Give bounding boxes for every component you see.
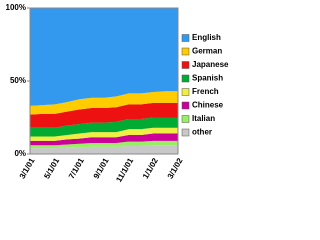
area — [30, 91, 178, 115]
legend-label: German — [192, 47, 222, 56]
legend-swatch — [181, 74, 190, 83]
area — [30, 102, 178, 128]
legend-swatch — [181, 115, 190, 123]
x-tick-label: 3/1/02 — [166, 156, 185, 180]
y-tick-label: 100% — [6, 3, 26, 12]
area — [30, 145, 178, 154]
y-tick-label: 50% — [10, 76, 26, 85]
chart: 0% 50% 100% 3/1/01 5/1/01 7/1/01 9/1/01 11/1/01… — [6, 3, 229, 184]
x-tick-label: 3/1/01 — [18, 156, 37, 180]
legend-label: Chinese — [192, 101, 224, 110]
legend-label: Japanese — [192, 60, 229, 69]
y-tick-label: 0% — [14, 149, 26, 158]
legend-label: Italian — [192, 114, 215, 123]
x-tick-label: 1/1/02 — [141, 156, 160, 180]
legend-swatch — [181, 88, 190, 96]
legend-label: other — [192, 128, 212, 137]
legend-label: French — [192, 87, 219, 96]
legend-label: Spanish — [192, 74, 223, 83]
legend-swatch — [181, 34, 190, 42]
area — [30, 133, 178, 146]
area — [30, 117, 178, 137]
x-tick-label: 7/1/01 — [67, 156, 86, 180]
area — [30, 127, 178, 141]
x-tick-label: 11/1/01 — [114, 156, 135, 184]
legend-swatch — [181, 101, 190, 110]
x-tick-label: 9/1/01 — [92, 156, 111, 180]
x-tick-label: 5/1/01 — [42, 156, 61, 180]
legend-swatch — [181, 47, 190, 56]
area — [30, 140, 178, 149]
legend-label: English — [192, 33, 221, 42]
legend-swatch — [181, 128, 190, 137]
area — [30, 8, 178, 106]
legend-swatch — [181, 61, 190, 69]
